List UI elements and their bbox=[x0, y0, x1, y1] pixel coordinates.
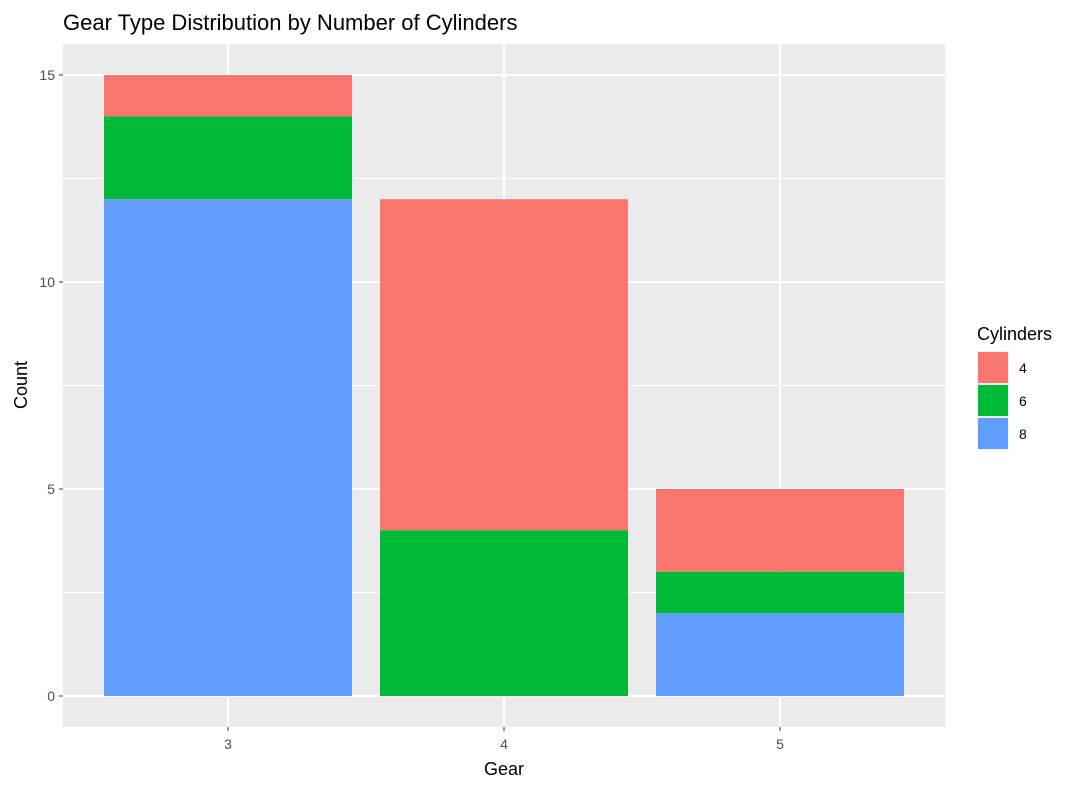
y-axis-title: Count bbox=[11, 361, 31, 409]
bar-gear-5-cyl-6 bbox=[656, 571, 904, 614]
legend: Cylinders 4 6 8 bbox=[977, 324, 1052, 450]
bar-gear-5-cyl-8 bbox=[656, 613, 904, 696]
bar-gear-3-cyl-6 bbox=[104, 116, 352, 200]
legend-label-8: 8 bbox=[1019, 426, 1027, 442]
bar-gear-4-cyl-6 bbox=[380, 530, 628, 696]
y-tick-label: 5 bbox=[47, 481, 55, 497]
plot-panel bbox=[63, 44, 945, 727]
legend-swatch-4 bbox=[978, 352, 1008, 383]
legend-swatch-6 bbox=[978, 385, 1008, 416]
bar-gear-4-cyl-4 bbox=[380, 199, 628, 531]
legend-title: Cylinders bbox=[977, 324, 1052, 344]
legend-label-4: 4 bbox=[1019, 360, 1027, 376]
chart-title: Gear Type Distribution by Number of Cyli… bbox=[63, 10, 517, 35]
bar-gear-3-cyl-8 bbox=[104, 199, 352, 696]
legend-label-6: 6 bbox=[1019, 393, 1027, 409]
bar-gear-3-cyl-4 bbox=[104, 75, 352, 117]
y-axis: 0 5 10 15 bbox=[39, 67, 63, 704]
y-tick-label: 10 bbox=[39, 274, 55, 290]
x-axis: 3 4 5 bbox=[224, 727, 784, 752]
x-tick-label: 5 bbox=[776, 736, 784, 752]
x-axis-title: Gear bbox=[484, 759, 524, 779]
y-tick-label: 0 bbox=[47, 688, 55, 704]
x-tick-label: 4 bbox=[500, 736, 508, 752]
x-tick-label: 3 bbox=[224, 736, 232, 752]
legend-swatch-8 bbox=[978, 418, 1008, 449]
y-tick-label: 15 bbox=[39, 67, 55, 83]
bar-gear-5-cyl-4 bbox=[656, 489, 904, 572]
